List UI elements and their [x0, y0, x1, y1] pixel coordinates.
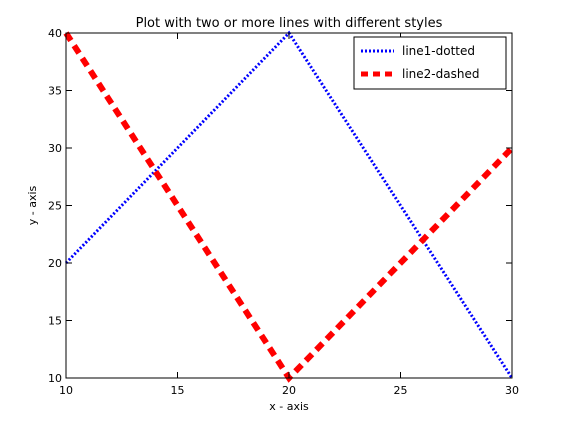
y-axis-label: y - axis — [26, 185, 39, 225]
y-tick-label: 40 — [48, 27, 62, 40]
y-tick-label: 25 — [48, 200, 62, 213]
legend-label-line1: line1-dotted — [402, 44, 475, 58]
y-tick-label: 20 — [48, 257, 62, 270]
x-tick-label: 30 — [505, 384, 519, 397]
y-tick-label: 10 — [48, 372, 62, 385]
chart-title: Plot with two or more lines with differe… — [136, 16, 443, 31]
x-tick-label: 20 — [282, 384, 296, 397]
legend-label-line2: line2-dashed — [402, 67, 479, 81]
y-tick-label: 35 — [48, 85, 62, 98]
legend: line1-dotted line2-dashed — [353, 36, 507, 90]
x-tick-label: 10 — [59, 384, 73, 397]
legend-box — [353, 36, 507, 90]
x-tick-label: 15 — [171, 384, 185, 397]
y-tick-label: 15 — [48, 315, 62, 328]
x-tick-label: 25 — [394, 384, 408, 397]
x-axis-label: x - axis — [269, 400, 309, 413]
axis-ticks: 10 15 20 25 30 10 15 20 25 30 35 40 — [48, 27, 519, 397]
y-tick-label: 30 — [48, 142, 62, 155]
